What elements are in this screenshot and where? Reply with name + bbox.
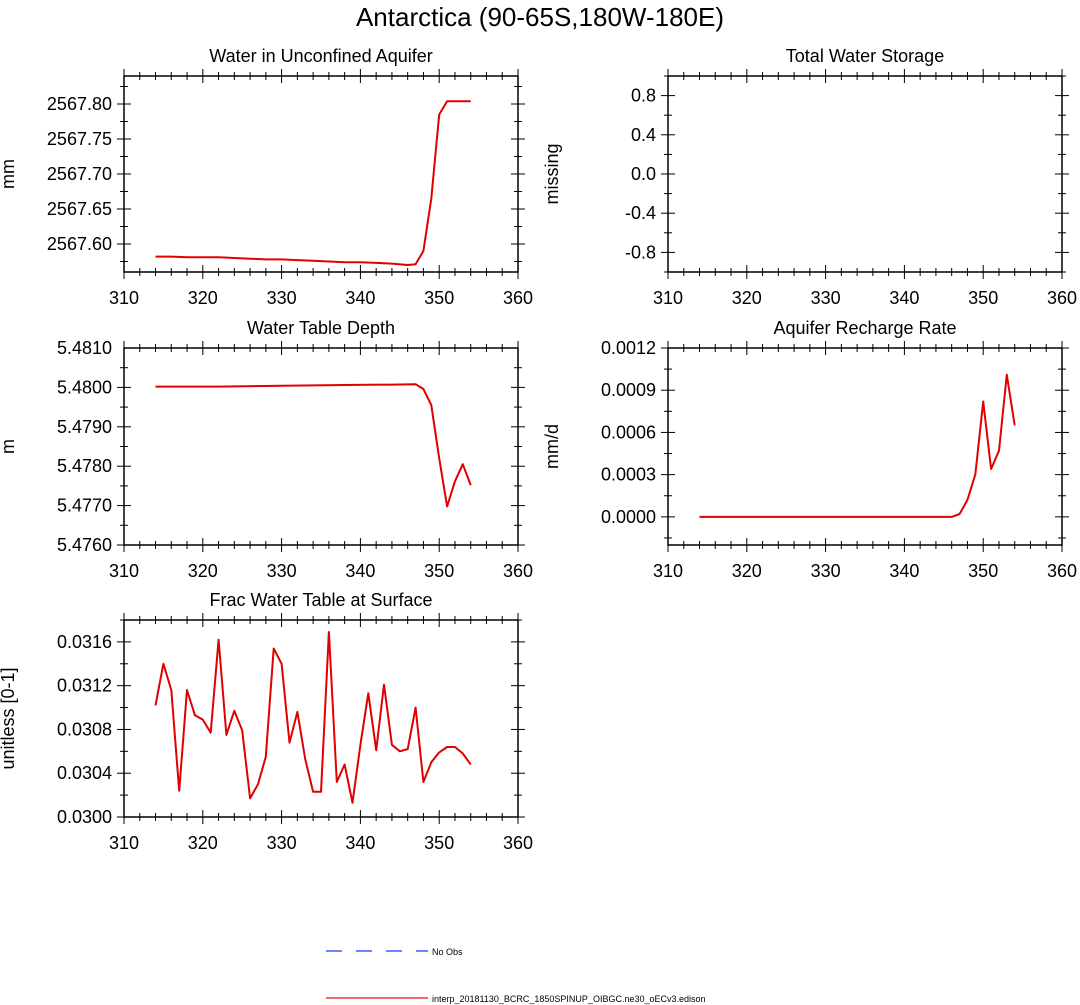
y-tick-label: 2567.70 (47, 164, 112, 184)
x-tick-label: 330 (811, 288, 841, 308)
panel-title: Water Table Depth (247, 318, 395, 338)
x-tick-label: 350 (968, 561, 998, 581)
y-tick-label: 0.0009 (601, 380, 656, 400)
y-tick-label: 5.4760 (57, 535, 112, 555)
x-tick-label: 330 (811, 561, 841, 581)
legend-model-label: interp_20181130_BCRC_1850SPINUP_OIBGC.ne… (432, 994, 706, 1004)
x-tick-label: 350 (424, 561, 454, 581)
x-tick-label: 340 (889, 561, 919, 581)
y-tick-label: 0.0300 (57, 807, 112, 827)
x-tick-label: 320 (732, 561, 762, 581)
plot-frame (123, 347, 519, 546)
x-tick-label: 320 (732, 288, 762, 308)
x-tick-label: 330 (267, 288, 297, 308)
y-tick-label: 0.0 (631, 164, 656, 184)
y-axis-label: m (0, 439, 18, 454)
x-tick-label: 340 (345, 288, 375, 308)
figure-title: Antarctica (90-65S,180W-180E) (356, 2, 724, 32)
x-tick-label: 360 (1047, 561, 1077, 581)
x-tick-label: 340 (345, 833, 375, 853)
y-tick-label: 0.0006 (601, 422, 656, 442)
x-tick-label: 350 (424, 288, 454, 308)
y-tick-label: -0.4 (625, 203, 656, 223)
x-tick-label: 310 (653, 561, 683, 581)
y-tick-label: 0.0308 (57, 719, 112, 739)
y-tick-label: 5.4800 (57, 377, 112, 397)
y-tick-label: 5.4780 (57, 456, 112, 476)
y-tick-label: 2567.65 (47, 199, 112, 219)
x-tick-label: 340 (345, 561, 375, 581)
x-tick-label: 360 (503, 561, 533, 581)
plot-frame (667, 347, 1063, 546)
panel-3: Water Table Depth m 310 320 330 340 350 360 5.47… (0, 318, 533, 581)
y-axis-label: mm (0, 159, 18, 189)
series-line (155, 100, 471, 266)
x-tick-label: 330 (267, 833, 297, 853)
x-tick-label: 350 (968, 288, 998, 308)
y-tick-label: 2567.80 (47, 94, 112, 114)
x-tick-label: 320 (188, 833, 218, 853)
y-axis-label: unitless [0-1] (0, 667, 18, 769)
plot-frame (123, 619, 519, 818)
panel-title: Aquifer Recharge Rate (773, 318, 956, 338)
x-tick-label: 310 (653, 288, 683, 308)
y-tick-label: 0.0312 (57, 676, 112, 696)
plot-frame (667, 75, 1063, 273)
y-tick-label: 5.4770 (57, 496, 112, 516)
panel-4: Aquifer Recharge Rate mm/d 310 320 330 340 350… (542, 318, 1077, 581)
y-tick-label: 2567.75 (47, 129, 112, 149)
y-tick-label: 5.4790 (57, 417, 112, 437)
x-tick-label: 360 (503, 288, 533, 308)
y-tick-label: 0.8 (631, 86, 656, 106)
y-tick-label: 0.0003 (601, 465, 656, 485)
y-tick-label: 0.4 (631, 125, 656, 145)
x-tick-label: 310 (109, 833, 139, 853)
panel-5: Frac Water Table at Surface unitless [0-1… (0, 590, 533, 853)
legend-no-obs-label: No Obs (432, 947, 463, 957)
x-tick-label: 310 (109, 561, 139, 581)
panel-1: Water in Unconfined Aquifer mm 310 320 330 34… (0, 46, 533, 308)
series-line (155, 383, 472, 508)
y-axis-label: missing (542, 143, 562, 204)
x-tick-label: 320 (188, 288, 218, 308)
x-tick-label: 330 (267, 561, 297, 581)
x-tick-label: 340 (889, 288, 919, 308)
x-tick-label: 320 (188, 561, 218, 581)
x-tick-label: 360 (1047, 288, 1077, 308)
x-tick-label: 350 (424, 833, 454, 853)
y-tick-label: 5.4810 (57, 338, 112, 358)
series-line (699, 373, 1016, 518)
y-axis-label: mm/d (542, 424, 562, 469)
panels-group: Water in Unconfined Aquifer mm 310 320 330 34… (0, 46, 1077, 853)
x-tick-label: 360 (503, 833, 533, 853)
y-tick-label: 0.0304 (57, 763, 112, 783)
y-tick-label: -0.8 (625, 242, 656, 262)
legend: No Obs interp_20181130_BCRC_1850SPINUP_O… (326, 947, 706, 1004)
y-tick-label: 0.0012 (601, 338, 656, 358)
series-line (154, 631, 472, 804)
plot-frame (123, 75, 519, 273)
y-tick-label: 2567.60 (47, 234, 112, 254)
panel-title: Frac Water Table at Surface (209, 590, 432, 610)
panel-title: Total Water Storage (786, 46, 944, 66)
panel-title: Water in Unconfined Aquifer (209, 46, 432, 66)
y-tick-label: 0.0000 (601, 507, 656, 527)
y-tick-label: 0.0316 (57, 632, 112, 652)
panel-2: Total Water Storage missing 310 320 330 340 35… (542, 46, 1077, 308)
x-tick-label: 310 (109, 288, 139, 308)
